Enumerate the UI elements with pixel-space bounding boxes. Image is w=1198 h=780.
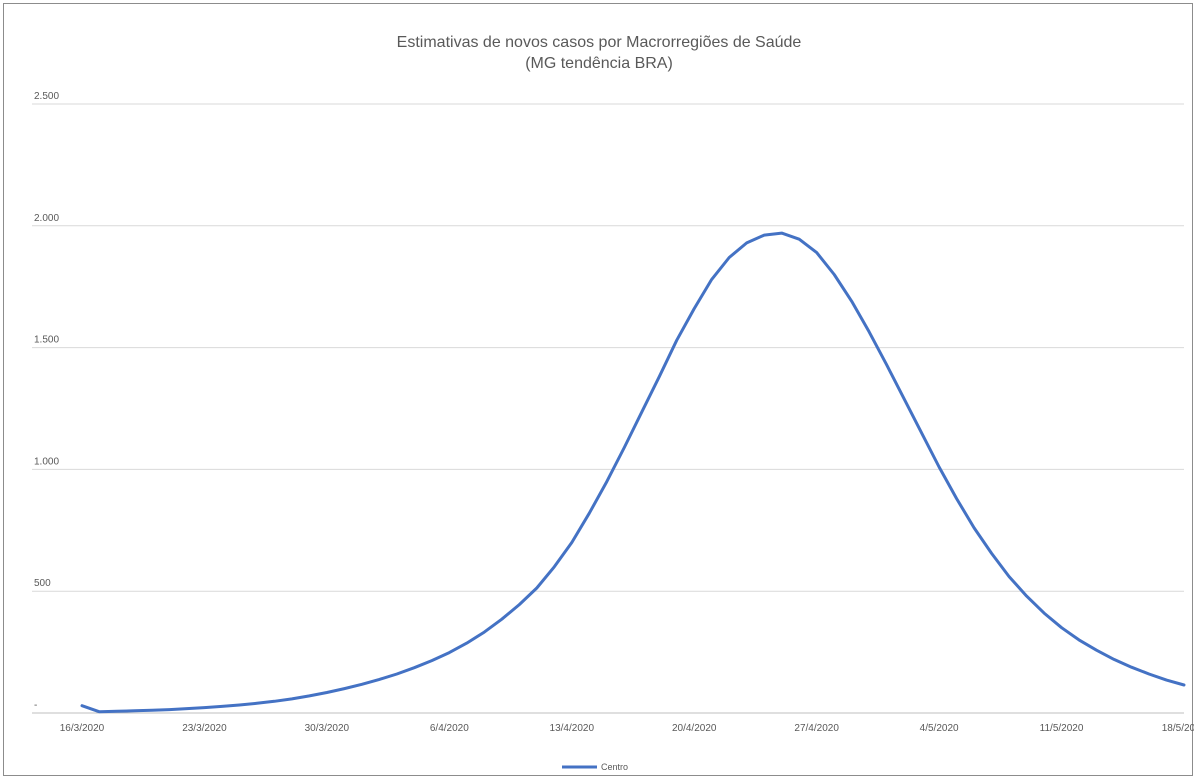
y-tick-label: -	[34, 700, 37, 711]
x-tick-label: 16/3/2020	[60, 723, 105, 734]
y-tick-label: 1.000	[34, 456, 59, 467]
series-group	[80, 231, 1186, 714]
series-line-0	[80, 231, 1186, 714]
gridlines	[32, 103, 1184, 714]
x-tick-label: 20/4/2020	[672, 723, 717, 734]
y-axis: - 500 1.000 1.500 2.000 2.500	[34, 91, 59, 711]
chart-subtitle: (MG tendência BRA)	[525, 55, 673, 72]
y-tick-label: 2.000	[34, 213, 59, 224]
chart-title: Estimativas de novos casos por Macrorreg…	[397, 34, 802, 51]
legend: Centro	[562, 762, 628, 772]
x-tick-label: 27/4/2020	[794, 723, 839, 734]
y-tick-label: 2.500	[34, 91, 59, 102]
x-tick-label: 18/5/2020	[1162, 723, 1194, 734]
x-tick-label: 30/3/2020	[305, 723, 350, 734]
line-chart: Estimativas de novos casos por Macrorreg…	[32, 34, 1194, 772]
legend-label: Centro	[601, 762, 628, 772]
y-tick-label: 500	[34, 578, 51, 589]
x-tick-label: 23/3/2020	[182, 723, 227, 734]
chart-frame: Estimativas de novos casos por Macrorreg…	[3, 3, 1194, 776]
x-tick-label: 4/5/2020	[920, 723, 959, 734]
x-axis: 16/3/2020 23/3/2020 30/3/2020 6/4/2020 13/4/…	[60, 723, 1194, 734]
x-tick-label: 13/4/2020	[550, 723, 595, 734]
x-tick-label: 6/4/2020	[430, 723, 469, 734]
y-tick-label: 1.500	[34, 335, 59, 346]
x-tick-label: 11/5/2020	[1040, 723, 1084, 734]
